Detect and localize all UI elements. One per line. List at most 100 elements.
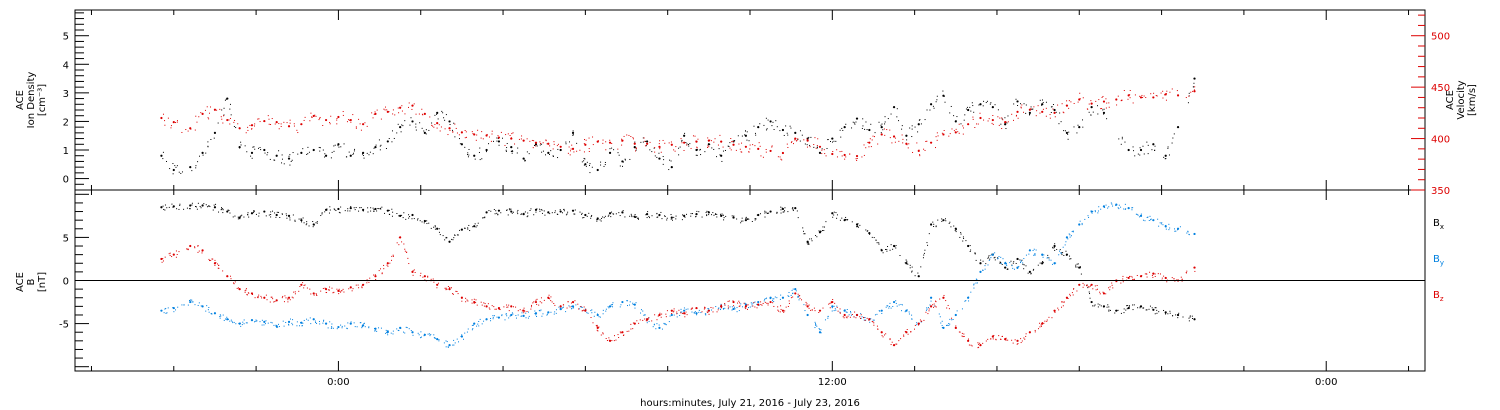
data-point-dense (1164, 158, 1166, 160)
data-point (213, 131, 217, 134)
data-point-dense (841, 155, 843, 157)
data-point-dense (600, 164, 602, 166)
data-point (337, 143, 340, 146)
data-point-dense (1102, 291, 1104, 293)
data-point-dense (994, 252, 996, 254)
data-point (1041, 253, 1044, 256)
data-point-dense (407, 257, 409, 259)
data-point-dense (1187, 231, 1189, 233)
data-point-dense (938, 313, 940, 315)
data-point-dense (515, 315, 517, 317)
data-point (1053, 108, 1056, 112)
data-point-dense (614, 335, 616, 337)
data-point-dense (178, 171, 180, 173)
data-point-dense (845, 316, 847, 318)
data-point (559, 305, 562, 308)
data-point-dense (422, 276, 424, 278)
data-point-dense (511, 133, 513, 135)
data-point-dense (601, 217, 603, 219)
data-point-dense (830, 301, 832, 303)
data-point-dense (676, 311, 678, 313)
data-point-dense (1141, 275, 1143, 277)
data-point (460, 228, 463, 231)
data-point-dense (1018, 265, 1020, 267)
data-point-dense (916, 142, 918, 144)
data-point-dense (929, 109, 931, 111)
data-point-dense (685, 308, 687, 310)
data-point (1152, 143, 1155, 146)
data-point-dense (1132, 278, 1134, 280)
data-point-dense (1129, 305, 1131, 307)
data-point-dense (1079, 92, 1081, 94)
data-point-dense (265, 294, 267, 296)
data-point-dense (926, 140, 928, 142)
data-point-dense (885, 306, 887, 308)
data-point-dense (850, 311, 852, 313)
data-point-dense (596, 329, 598, 331)
data-point-dense (655, 328, 657, 330)
data-point-dense (376, 330, 378, 332)
data-point-dense (973, 111, 975, 113)
data-point-dense (686, 144, 688, 146)
data-point-dense (583, 160, 585, 162)
data-point-dense (299, 286, 301, 288)
data-point-dense (707, 211, 709, 213)
data-point-dense (740, 220, 742, 222)
data-point-dense (1023, 103, 1025, 105)
data-point-dense (1159, 222, 1161, 224)
data-point-dense (1014, 339, 1016, 341)
data-point-dense (464, 227, 466, 229)
data-point-dense (986, 100, 988, 102)
data-point-dense (887, 118, 889, 120)
data-point-dense (553, 141, 555, 143)
data-point (818, 309, 822, 312)
data-point-dense (613, 149, 615, 151)
data-point-dense (1067, 133, 1069, 135)
data-point-dense (346, 328, 348, 330)
data-point-dense (283, 325, 285, 327)
data-point-dense (834, 302, 836, 304)
data-point-dense (211, 258, 213, 260)
data-point-dense (894, 137, 896, 139)
data-point-dense (632, 138, 634, 140)
data-point-dense (253, 212, 255, 214)
data-point-dense (523, 307, 525, 309)
data-point-dense (581, 213, 583, 215)
data-point-dense (933, 226, 935, 228)
top-left-axis-title-line3: [cm⁻³] (37, 84, 48, 116)
data-point-dense (982, 260, 984, 262)
data-point-dense (806, 303, 808, 305)
data-point-dense (788, 292, 790, 294)
data-point-dense (820, 329, 822, 331)
data-point-dense (447, 346, 449, 348)
data-point-dense (329, 209, 331, 211)
data-point-dense (348, 119, 350, 121)
data-point-dense (496, 316, 498, 318)
data-point-dense (959, 236, 961, 238)
data-point-dense (495, 308, 497, 310)
data-point-dense (796, 210, 798, 212)
data-point-dense (894, 246, 896, 248)
data-point (399, 126, 402, 129)
data-point-dense (552, 155, 554, 157)
data-point-dense (785, 125, 787, 127)
data-point-dense (877, 143, 879, 145)
data-point-dense (1191, 315, 1193, 317)
data-point-dense (1192, 90, 1194, 92)
data-point-dense (815, 235, 817, 237)
data-point-dense (681, 219, 683, 221)
data-point-dense (1108, 287, 1110, 289)
data-point-dense (691, 308, 693, 310)
data-point-dense (683, 215, 685, 217)
data-point-dense (743, 302, 745, 304)
data-point (510, 313, 513, 317)
data-point-dense (288, 324, 290, 326)
data-point-dense (619, 331, 621, 333)
data-point-dense (680, 312, 682, 314)
data-point-dense (198, 250, 200, 252)
data-point-dense (1056, 248, 1058, 250)
data-point-dense (359, 123, 361, 125)
data-point-dense (245, 289, 247, 291)
data-point-dense (1035, 249, 1037, 251)
data-point-dense (350, 205, 352, 207)
